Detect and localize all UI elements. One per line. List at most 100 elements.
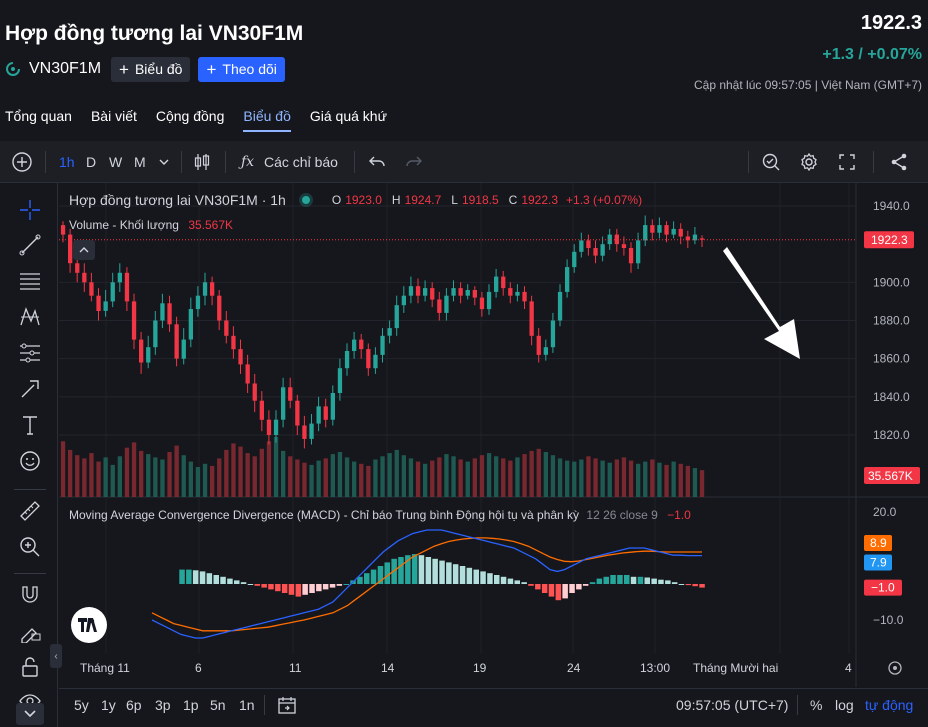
high-label: H (391, 193, 401, 207)
tab-community[interactable]: Cộng đồng (155, 108, 225, 124)
macd-tag-label: 7.9 (870, 556, 887, 570)
crosshair-icon[interactable] (16, 196, 44, 224)
ruler-icon[interactable] (16, 497, 44, 525)
fib-lines-icon[interactable] (16, 267, 44, 295)
gear-icon[interactable] (799, 141, 819, 183)
volume-bar (82, 458, 87, 497)
signal-line (151, 537, 702, 632)
macd-histogram-bar (582, 584, 589, 586)
redo-icon[interactable] (405, 141, 423, 183)
candle-body (224, 320, 229, 336)
tab-chart[interactable]: Biểu đồ (243, 108, 291, 132)
candle-body (281, 387, 286, 420)
chevron-down-icon[interactable] (16, 703, 44, 725)
share-icon[interactable] (889, 141, 909, 183)
chart-legend: Hợp đồng tương lai VN30F1M · 1h O 1923.0 … (69, 192, 642, 208)
magnet-icon[interactable] (16, 581, 44, 609)
candle-body (657, 225, 662, 233)
macd-histogram-bar (377, 566, 384, 584)
candle-body (117, 272, 122, 283)
chevron-down-icon[interactable] (158, 141, 170, 183)
volume-bar (657, 462, 662, 497)
pattern-icon[interactable] (16, 303, 44, 331)
volume-bar (146, 454, 151, 497)
plus-icon: + (119, 59, 129, 79)
prediction-icon[interactable] (16, 339, 44, 367)
macd-histogram-bar (610, 575, 616, 584)
range-5n[interactable]: 5n (210, 696, 226, 713)
lock-icon[interactable] (16, 653, 44, 681)
range-6p[interactable]: 6p (126, 696, 142, 713)
macd-histogram-bar (617, 575, 623, 584)
candle-body (188, 309, 193, 340)
follow-button[interactable]: + Theo dõi (198, 56, 285, 82)
chart-area[interactable]: 1940.0 1900.0 1880.0 1860.0 1840.0 1820.0 1922… (59, 183, 928, 687)
candle-body (68, 234, 73, 264)
fullscreen-icon[interactable] (838, 141, 856, 183)
interval-d[interactable]: D (86, 154, 97, 170)
indicators-button[interactable]: Các chỉ báo (264, 154, 338, 170)
macd-histogram-bar (494, 575, 500, 584)
interval-m[interactable]: M (134, 154, 146, 170)
collapse-legend-icon[interactable] (73, 240, 95, 260)
percent-toggle[interactable]: % (810, 696, 823, 713)
chart-canvas[interactable]: 1940.0 1900.0 1880.0 1860.0 1840.0 1820.0 1922… (59, 183, 928, 687)
candles-icon[interactable] (193, 141, 211, 183)
interval-w[interactable]: W (109, 154, 123, 170)
volume-bar (344, 457, 350, 497)
candle-body (636, 240, 641, 264)
candle-body (366, 349, 371, 369)
range-1p[interactable]: 1p (183, 696, 199, 713)
live-dot-icon (301, 196, 310, 204)
trend-line-icon[interactable] (16, 231, 44, 259)
candle-body (103, 301, 108, 311)
candle-body (479, 297, 485, 310)
time-axis-label: 4 (845, 661, 852, 675)
macd-histogram-bar (480, 571, 486, 584)
range-3p[interactable]: 3p (155, 696, 171, 713)
tradingview-logo[interactable] (71, 607, 107, 643)
time-axis-label: Tháng Mười hai (693, 661, 778, 675)
auto-toggle[interactable]: tự động (865, 696, 914, 713)
undo-icon[interactable] (368, 141, 386, 183)
candle-body (408, 286, 414, 296)
volume-bar (281, 450, 286, 497)
calendar-range-icon[interactable] (277, 689, 297, 720)
add-symbol-icon[interactable] (11, 141, 33, 183)
candle-body (110, 282, 115, 302)
text-icon[interactable] (16, 411, 44, 439)
lock-drawing-icon[interactable] (16, 617, 44, 645)
range-5y[interactable]: 5y (74, 696, 89, 713)
candle-body (344, 351, 350, 369)
quick-search-icon[interactable] (761, 141, 781, 183)
macd-histogram-bar (411, 554, 418, 584)
interval-1h[interactable]: 1h (59, 154, 75, 170)
macd-histogram-bar (309, 584, 315, 593)
zoom-in-icon[interactable] (16, 533, 44, 561)
volume-bar (117, 456, 122, 497)
candle-body (522, 291, 527, 302)
macd-axis-label: 20.0 (873, 505, 897, 519)
range-1n[interactable]: 1n (239, 696, 255, 713)
range-1y[interactable]: 1y (101, 696, 116, 713)
clock-time[interactable]: 09:57:05 (UTC+7) (676, 696, 789, 713)
collapse-left-icon[interactable]: ‹ (50, 644, 62, 668)
emoji-icon[interactable] (16, 447, 44, 475)
macd-axis-label: −10.0 (873, 613, 904, 627)
volume-bar (217, 458, 222, 497)
macd-histogram-bar (624, 575, 630, 584)
tab-overview[interactable]: Tổng quan (5, 108, 72, 124)
macd-histogram-bar (329, 584, 336, 588)
volume-bar (636, 463, 641, 497)
fx-icon[interactable]: ƒx (241, 154, 255, 170)
volume-bar (60, 441, 66, 497)
tab-articles[interactable]: Bài viết (90, 108, 137, 124)
tab-history[interactable]: Giá quá khứ (309, 108, 387, 124)
candle-body (96, 295, 101, 311)
candle-body (628, 248, 634, 264)
macd-histogram-bar (357, 576, 363, 584)
brush-icon[interactable] (16, 375, 44, 403)
chart-button[interactable]: + Biểu đồ (111, 56, 191, 82)
log-toggle[interactable]: log (835, 696, 854, 713)
candle-body (437, 299, 442, 313)
